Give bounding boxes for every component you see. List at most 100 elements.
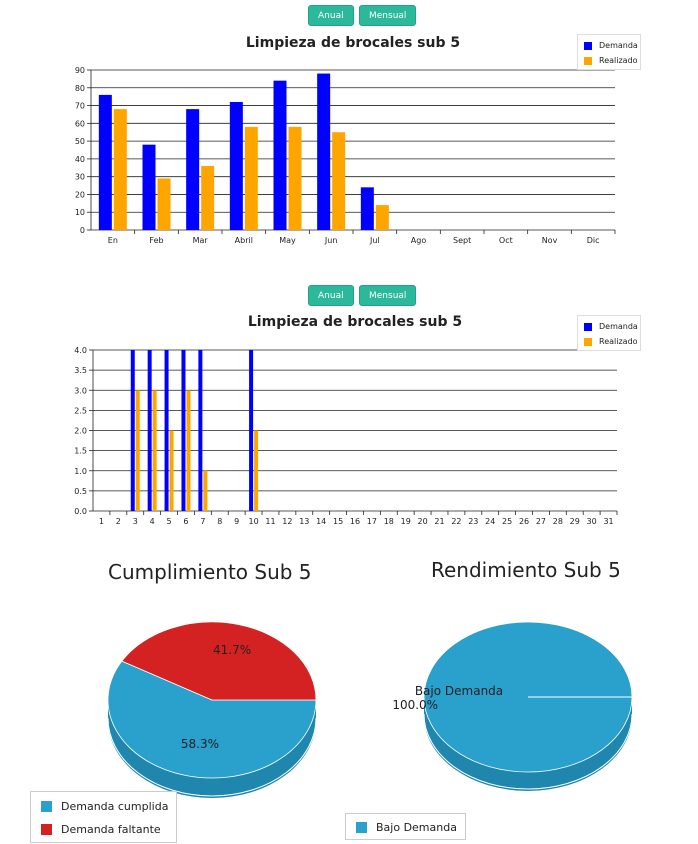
legend-item-realizado-2[interactable]: Realizado [578, 334, 640, 349]
x-tick-label: 12 [282, 517, 292, 526]
y-tick-label: 20 [75, 190, 85, 199]
bar-realizado [201, 166, 215, 230]
anual-button[interactable]: Anual [308, 5, 354, 26]
bar-demanda [273, 80, 287, 230]
bajo-demanda-swatch [356, 822, 367, 833]
x-tick-label: 3 [133, 517, 138, 526]
rendimiento-title: Rendimiento Sub 5 [431, 558, 621, 582]
mensual-button[interactable]: Mensual [359, 5, 417, 26]
chart-title: Limpieza de brocales sub 5 [246, 35, 460, 51]
pie-slice [107, 660, 317, 779]
x-tick-label: Feb [149, 236, 163, 245]
x-tick-label: 1 [99, 517, 104, 526]
pie-depth-highlight [107, 717, 317, 797]
daily-bar-chart: Limpieza de brocales sub 5 0.0 0.5 1.0 1.5 2.… [74, 314, 618, 526]
x-tick-label: 2 [116, 517, 121, 526]
x-tick-label: 22 [451, 517, 461, 526]
chart1-legend: Demanda Realizado [577, 34, 641, 70]
y-tick-label: 60 [75, 119, 85, 128]
x-tick-label: 31 [603, 517, 613, 526]
bar-realizado [157, 178, 171, 230]
x-tick-label: 25 [502, 517, 512, 526]
y-tick-label: 1.5 [74, 447, 87, 456]
bar-demanda [147, 350, 152, 511]
x-tick-label: 19 [401, 517, 411, 526]
x-tick-label: Nov [542, 236, 558, 245]
legend-label-demanda: Demanda [599, 41, 638, 50]
legend-label-demanda-2: Demanda [599, 322, 638, 331]
x-tick-label: Abril [235, 236, 253, 245]
x-tick-label: 6 [183, 517, 188, 526]
anual-button-2[interactable]: Anual [308, 285, 354, 306]
y-tick-label: 2.0 [74, 427, 87, 436]
monthly-bar-chart: Limpieza de brocales sub 5 0 10 20 30 40 50 60 7… [75, 35, 616, 245]
bar-realizado [113, 109, 127, 230]
legend-item-demanda[interactable]: Demanda [578, 38, 640, 53]
legend-item-cumplida[interactable]: Demanda cumplida [31, 795, 176, 818]
x-tick-label: May [279, 236, 296, 245]
y-tick-label: 3.0 [74, 386, 87, 395]
x-tick-label: 21 [434, 517, 444, 526]
pie-slice-label: 58.3% [181, 737, 219, 751]
mensual-button-2[interactable]: Mensual [359, 285, 417, 306]
bar-realizado [135, 390, 140, 511]
x-tick-label: 4 [150, 517, 155, 526]
cumplimiento-title: Cumplimiento Sub 5 [108, 560, 312, 584]
x-tick-label: Jul [369, 236, 380, 245]
y-tick-label: 3.5 [74, 366, 87, 375]
y-tick-label: 4.0 [74, 346, 87, 355]
y-tick-label: 10 [75, 208, 85, 217]
chart2-legend: Demanda Realizado [577, 315, 641, 351]
x-tick-label: Oct [499, 236, 513, 245]
x-tick-label: 17 [367, 517, 377, 526]
bar-realizado [152, 390, 157, 511]
y-tick-label: 50 [75, 137, 85, 146]
pie-slice [121, 621, 317, 701]
bar-demanda [186, 109, 200, 230]
demanda-swatch [584, 41, 592, 50]
legend-label-cumplida: Demanda cumplida [61, 800, 169, 813]
y-tick-label: 30 [75, 173, 85, 182]
x-tick-label: 18 [384, 517, 394, 526]
legend-item-faltante[interactable]: Demanda faltante [31, 818, 176, 841]
bar-realizado [254, 430, 259, 511]
bar-demanda [249, 350, 254, 511]
x-tick-label: 10 [248, 517, 258, 526]
y-tick-label: 2.5 [74, 406, 87, 415]
x-tick-label: 15 [333, 517, 343, 526]
bar-demanda [229, 102, 243, 230]
pie-slice-name: Bajo Demanda [415, 684, 503, 698]
bar-realizado [203, 470, 208, 511]
legend-item-realizado[interactable]: Realizado [578, 53, 640, 68]
legend-item-bajo-demanda[interactable]: Bajo Demanda [346, 816, 465, 839]
y-tick-label: 1.0 [74, 467, 87, 476]
bar-realizado [332, 132, 346, 230]
y-tick-label: 70 [75, 102, 85, 111]
x-tick-label: 13 [299, 517, 309, 526]
x-tick-label: Sept [453, 236, 471, 245]
faltante-swatch [41, 824, 52, 835]
bar-demanda [317, 73, 331, 230]
x-tick-label: Ago [411, 236, 427, 245]
x-tick-label: 7 [200, 517, 205, 526]
legend-label-realizado-2: Realizado [599, 337, 638, 346]
bar-demanda [98, 94, 112, 230]
bar-demanda [181, 350, 186, 511]
demanda-swatch-2 [584, 322, 592, 331]
x-tick-label: 29 [570, 517, 580, 526]
pie-slice-label: 41.7% [213, 643, 251, 657]
legend-item-demanda-2[interactable]: Demanda [578, 319, 640, 334]
x-tick-label: 5 [167, 517, 172, 526]
bar-realizado [375, 205, 389, 230]
y-tick-label: 0.0 [74, 507, 87, 516]
y-tick-label: 0 [80, 226, 85, 235]
legend-label-realizado: Realizado [599, 56, 638, 65]
x-tick-label: 14 [316, 517, 326, 526]
pie-depth-highlight [423, 713, 633, 790]
x-tick-label: Dic [587, 236, 600, 245]
y-tick-label: 80 [75, 84, 85, 93]
y-tick-label: 40 [75, 155, 85, 164]
pie-charts: 58.3% 41.7% 100.0%Bajo Demanda [107, 621, 633, 798]
bar-demanda [164, 350, 169, 511]
legend-label-bajo-demanda: Bajo Demanda [376, 821, 457, 834]
